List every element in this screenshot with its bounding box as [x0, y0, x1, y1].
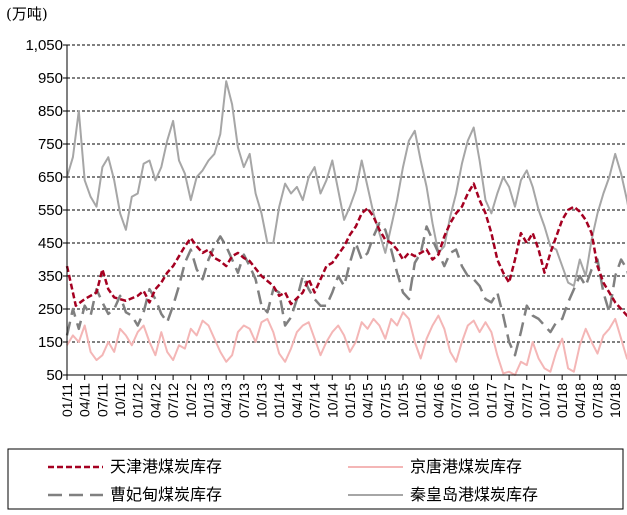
- y-tick-label: 1,050: [25, 37, 63, 54]
- x-tick-label: 10/13: [254, 383, 270, 418]
- series-line-0: [65, 182, 627, 317]
- x-tick-label: 10/18: [607, 383, 623, 418]
- y-unit-label: (万吨): [6, 5, 48, 23]
- x-tick-label: 01/15: [342, 383, 358, 418]
- x-tick-label: 04/12: [147, 383, 163, 418]
- y-tick-label: 750: [38, 136, 63, 153]
- y-tick-label: 150: [38, 334, 63, 351]
- legend-label: 京唐港煤炭库存: [410, 457, 522, 476]
- x-tick-label: 04/14: [289, 383, 305, 418]
- x-tick-label: 04/16: [430, 383, 446, 418]
- x-tick-label: 04/13: [218, 383, 234, 418]
- x-tick-label: 01/17: [483, 383, 499, 418]
- y-tick-label: 250: [38, 301, 63, 318]
- x-tick-label: 10/14: [324, 383, 340, 418]
- x-tick-label: 07/17: [519, 383, 535, 418]
- x-tick-label: 04/11: [77, 383, 93, 417]
- x-tick-label: 01/16: [413, 383, 429, 418]
- series-lines: [65, 80, 627, 376]
- x-tick-label: 07/14: [307, 383, 323, 418]
- y-axis-ticks: 50 150 250 350 450 550 650 750 850 950 1,050: [25, 37, 67, 384]
- x-tick-label: 07/18: [590, 383, 606, 418]
- y-tick-label: 350: [38, 268, 63, 285]
- legend-label: 曹妃甸煤炭库存: [110, 485, 222, 504]
- x-tick-label: 10/16: [466, 383, 482, 418]
- y-tick-label: 850: [38, 103, 63, 120]
- x-tick-label: 01/13: [200, 383, 216, 418]
- x-tick-label: 04/17: [501, 383, 517, 418]
- x-tick-label: 01/18: [554, 383, 570, 418]
- x-tick-label: 10/17: [536, 383, 552, 418]
- x-tick-label: 04/15: [360, 383, 376, 418]
- x-tick-label: 10/11: [112, 383, 128, 417]
- legend-label: 秦皇岛港煤炭库存: [410, 485, 538, 504]
- gridlines: [67, 44, 627, 343]
- x-tick-label: 07/13: [236, 383, 252, 418]
- x-tick-label: 01/12: [130, 383, 146, 418]
- y-tick-label: 450: [38, 235, 63, 252]
- x-tick-label: 10/15: [395, 383, 411, 418]
- y-tick-label: 650: [38, 169, 63, 186]
- x-tick-label: 07/12: [165, 383, 181, 418]
- series-line-3: [66, 80, 627, 287]
- series-line-2: [65, 221, 627, 357]
- x-tick-label: 01/14: [271, 383, 287, 418]
- x-tick-label: 07/15: [377, 383, 393, 418]
- legend-box: [7, 448, 624, 510]
- y-tick-label: 950: [38, 70, 63, 87]
- x-tick-label: 04/18: [572, 383, 588, 418]
- x-tick-label: 01/11: [59, 383, 75, 417]
- x-tick-label: 10/12: [183, 383, 199, 418]
- series-line-1: [66, 311, 627, 376]
- y-tick-label: 550: [38, 202, 63, 219]
- x-tick-label: 07/11: [94, 383, 110, 417]
- y-tick-label: 50: [46, 367, 63, 384]
- legend-label: 天津港煤炭库存: [110, 457, 222, 476]
- x-tick-label: 07/16: [448, 383, 464, 418]
- x-axis-ticks: 01/11 04/11 07/11 10/11 01/12 04/12 07/12 10/12…: [59, 375, 623, 418]
